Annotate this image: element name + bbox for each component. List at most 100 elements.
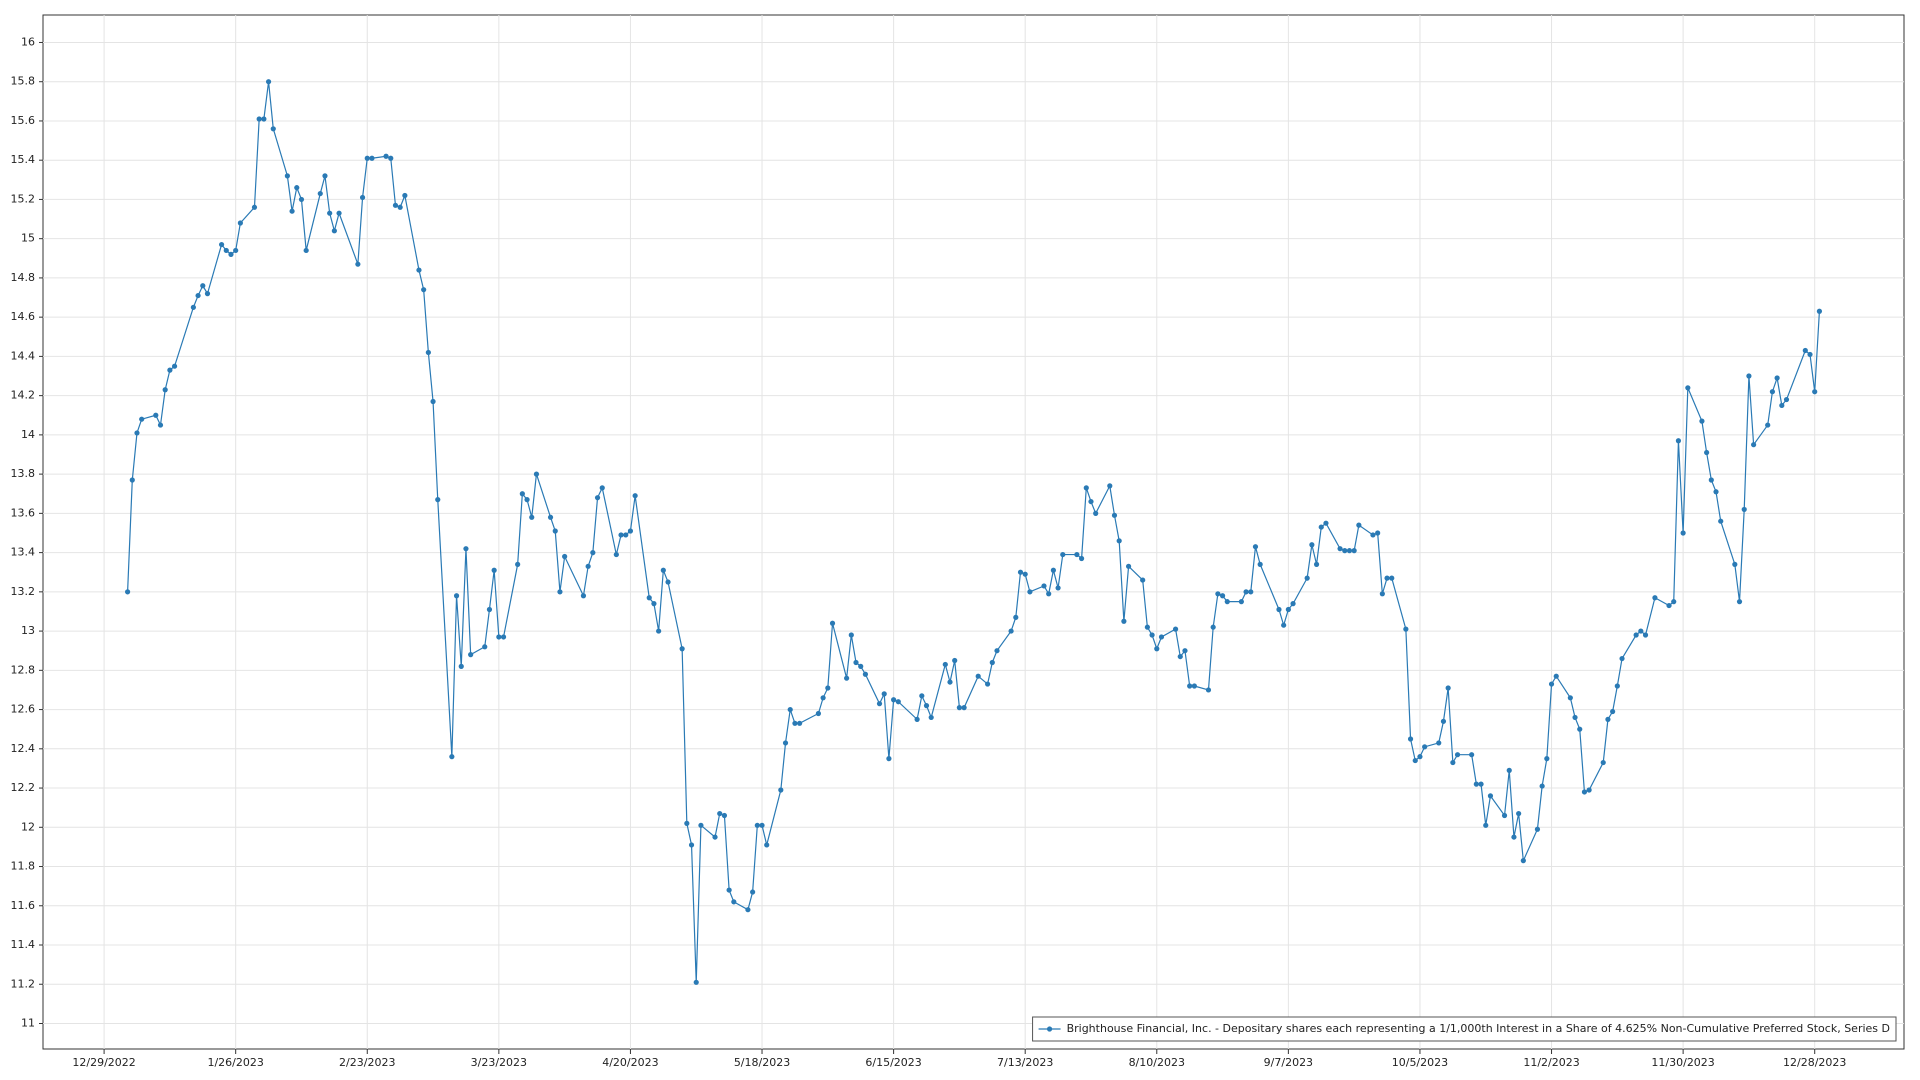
- data-point: [1567, 695, 1573, 701]
- data-point: [797, 720, 803, 726]
- data-point: [482, 644, 488, 650]
- data-point: [1116, 538, 1122, 544]
- data-point: [1318, 524, 1324, 530]
- data-point: [928, 714, 934, 721]
- data-point: [369, 155, 375, 161]
- x-tick-label: 1/26/2023: [207, 1056, 263, 1069]
- plot-area: [42, 14, 1905, 1050]
- data-point: [891, 697, 897, 703]
- data-point: [1487, 793, 1494, 799]
- legend-swatch-dot: [1046, 1026, 1053, 1032]
- data-point: [844, 675, 850, 681]
- data-point: [284, 173, 290, 179]
- data-point: [1802, 347, 1808, 354]
- data-point: [359, 194, 366, 201]
- data-point: [294, 185, 300, 191]
- data-point: [529, 514, 535, 520]
- data-point: [1680, 530, 1686, 536]
- y-tick-label: 15.6: [11, 114, 36, 127]
- y-tick-label: 12.6: [11, 703, 36, 716]
- data-point: [552, 528, 558, 534]
- data-point: [1323, 520, 1329, 526]
- data-point: [425, 349, 431, 356]
- data-point: [1375, 530, 1381, 536]
- data-point: [599, 485, 605, 491]
- x-tick-label: 3/23/2023: [471, 1056, 527, 1069]
- data-point: [1041, 583, 1047, 589]
- data-point: [1774, 375, 1780, 381]
- data-point: [402, 192, 408, 199]
- data-point: [942, 661, 948, 668]
- data-point: [947, 679, 953, 685]
- data-point: [656, 628, 662, 634]
- data-point: [665, 579, 671, 585]
- data-point: [153, 412, 159, 418]
- data-point: [167, 367, 173, 373]
- y-tick-label: 12.4: [11, 742, 36, 755]
- data-point: [1478, 781, 1484, 787]
- legend: Brighthouse Financial, Inc. - Depositary…: [1032, 1016, 1897, 1042]
- data-point: [1172, 626, 1179, 632]
- data-point: [792, 720, 798, 726]
- data-point: [858, 663, 864, 670]
- data-point: [820, 695, 826, 701]
- data-point: [1746, 373, 1752, 379]
- data-point: [759, 822, 765, 828]
- data-point: [632, 493, 638, 499]
- data-point: [1140, 577, 1146, 583]
- data-point: [1436, 740, 1442, 746]
- data-point: [1238, 599, 1244, 605]
- data-point: [1765, 422, 1771, 428]
- data-point: [421, 287, 427, 293]
- data-point: [392, 202, 399, 208]
- y-tick-label: 14.4: [11, 349, 36, 362]
- y-tick-label: 15: [21, 232, 35, 245]
- data-point: [1520, 858, 1526, 864]
- data-point: [218, 241, 225, 248]
- data-point: [317, 190, 323, 197]
- data-point: [261, 116, 267, 122]
- data-point: [1619, 655, 1625, 662]
- data-point: [1154, 646, 1160, 652]
- data-point: [1586, 787, 1592, 793]
- data-point: [886, 756, 892, 762]
- data-point: [1013, 614, 1019, 620]
- data-point: [1473, 781, 1479, 787]
- data-point: [994, 648, 1000, 654]
- data-point: [486, 606, 493, 613]
- data-point: [594, 495, 601, 501]
- data-point: [515, 561, 521, 567]
- data-point: [1050, 567, 1056, 573]
- y-tick-label: 14: [21, 428, 35, 441]
- data-point: [496, 634, 502, 640]
- data-point: [171, 363, 178, 369]
- data-point: [1633, 632, 1639, 638]
- data-point: [712, 834, 718, 840]
- x-tick-label: 11/30/2023: [1651, 1056, 1714, 1069]
- data-point: [585, 563, 591, 569]
- data-point: [1078, 555, 1085, 562]
- data-point: [1008, 628, 1014, 634]
- data-point: [1304, 575, 1310, 581]
- data-point: [590, 550, 596, 556]
- data-point: [679, 646, 685, 652]
- data-point: [1107, 483, 1113, 489]
- x-tick-label: 12/29/2022: [72, 1056, 135, 1069]
- x-tick-label: 2/23/2023: [339, 1056, 395, 1069]
- data-point: [1248, 589, 1254, 595]
- data-point: [1210, 624, 1216, 630]
- data-point: [1454, 752, 1461, 758]
- data-point: [618, 532, 624, 538]
- data-point: [397, 204, 403, 210]
- data-point: [1182, 648, 1188, 654]
- data-point: [815, 710, 822, 717]
- data-point: [1158, 634, 1165, 640]
- data-point: [139, 416, 145, 422]
- data-point: [1572, 714, 1578, 721]
- data-point: [956, 705, 963, 711]
- data-point: [162, 387, 168, 393]
- data-point: [1351, 548, 1357, 554]
- data-point: [1337, 546, 1343, 552]
- data-point: [782, 740, 789, 746]
- y-tick-label: 13.8: [11, 467, 36, 480]
